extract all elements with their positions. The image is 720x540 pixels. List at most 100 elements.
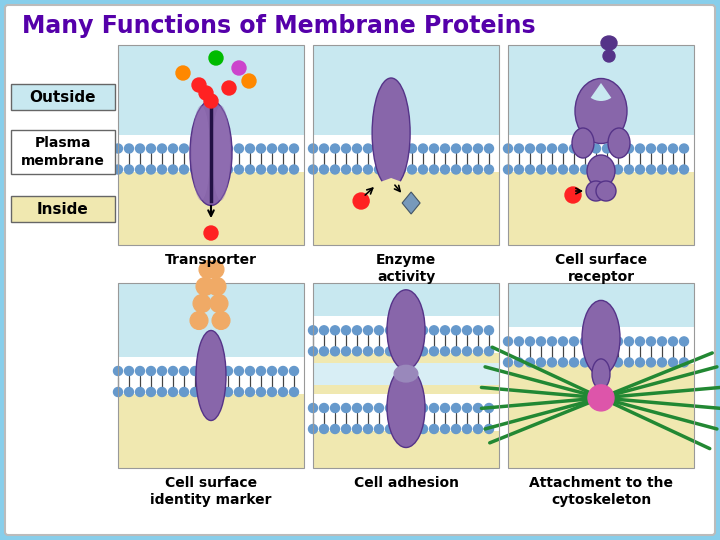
Bar	[118, 153, 304, 245]
Circle shape	[503, 144, 513, 153]
Bar	[508, 153, 694, 245]
Circle shape	[559, 144, 567, 153]
Circle shape	[647, 337, 655, 346]
Circle shape	[374, 144, 384, 153]
Circle shape	[680, 337, 688, 346]
Circle shape	[485, 424, 493, 434]
Bar	[313, 45, 499, 245]
Circle shape	[570, 165, 578, 174]
Circle shape	[212, 165, 222, 174]
Circle shape	[135, 165, 145, 174]
Circle shape	[146, 165, 156, 174]
Circle shape	[374, 326, 384, 335]
Bar	[313, 283, 499, 316]
Circle shape	[485, 403, 493, 413]
Circle shape	[374, 403, 384, 413]
Circle shape	[503, 165, 513, 174]
Circle shape	[430, 403, 438, 413]
Circle shape	[526, 337, 534, 346]
Circle shape	[256, 144, 266, 153]
Circle shape	[158, 165, 166, 174]
Circle shape	[279, 388, 287, 396]
Bar	[313, 283, 499, 468]
Circle shape	[592, 144, 600, 153]
Circle shape	[408, 165, 416, 174]
Circle shape	[526, 358, 534, 367]
Circle shape	[397, 424, 405, 434]
Circle shape	[536, 144, 546, 153]
Circle shape	[441, 424, 449, 434]
Text: Inside: Inside	[37, 201, 89, 217]
Circle shape	[279, 165, 287, 174]
Circle shape	[462, 165, 472, 174]
Circle shape	[515, 337, 523, 346]
Circle shape	[289, 388, 299, 396]
Circle shape	[408, 326, 416, 335]
Circle shape	[536, 337, 546, 346]
Circle shape	[114, 165, 122, 174]
Circle shape	[547, 165, 557, 174]
Circle shape	[146, 367, 156, 375]
Circle shape	[202, 367, 210, 375]
Circle shape	[408, 424, 416, 434]
Circle shape	[374, 165, 384, 174]
Circle shape	[536, 165, 546, 174]
Circle shape	[223, 165, 233, 174]
Circle shape	[385, 165, 395, 174]
Circle shape	[364, 165, 372, 174]
Circle shape	[408, 347, 416, 356]
Circle shape	[397, 326, 405, 335]
Circle shape	[268, 367, 276, 375]
Bar	[313, 45, 499, 153]
Ellipse shape	[587, 155, 615, 187]
Circle shape	[191, 144, 199, 153]
Circle shape	[668, 337, 678, 346]
Bar	[508, 283, 694, 346]
Circle shape	[179, 165, 189, 174]
Circle shape	[474, 326, 482, 335]
Circle shape	[636, 337, 644, 346]
Bar	[313, 134, 499, 172]
Circle shape	[289, 165, 299, 174]
Circle shape	[206, 260, 224, 279]
Circle shape	[125, 367, 133, 375]
Circle shape	[308, 165, 318, 174]
Circle shape	[474, 347, 482, 356]
Circle shape	[125, 165, 133, 174]
Circle shape	[441, 326, 449, 335]
Circle shape	[418, 403, 428, 413]
Circle shape	[320, 424, 328, 434]
Wedge shape	[590, 83, 611, 101]
Circle shape	[613, 337, 623, 346]
Circle shape	[191, 388, 199, 396]
Ellipse shape	[575, 78, 627, 144]
Bar	[118, 45, 304, 245]
Circle shape	[515, 165, 523, 174]
Text: Enzyme
activity: Enzyme activity	[376, 253, 436, 284]
Circle shape	[624, 337, 634, 346]
Circle shape	[430, 326, 438, 335]
Circle shape	[430, 165, 438, 174]
Circle shape	[526, 165, 534, 174]
Circle shape	[536, 358, 546, 367]
Bar	[508, 346, 694, 468]
Ellipse shape	[596, 181, 616, 201]
Circle shape	[441, 347, 449, 356]
Circle shape	[114, 367, 122, 375]
Circle shape	[408, 144, 416, 153]
Circle shape	[624, 165, 634, 174]
Circle shape	[212, 312, 230, 329]
Bar	[313, 362, 499, 384]
Circle shape	[279, 367, 287, 375]
Circle shape	[515, 144, 523, 153]
Circle shape	[451, 144, 461, 153]
Circle shape	[547, 337, 557, 346]
Bar	[508, 45, 694, 245]
Circle shape	[570, 144, 578, 153]
Ellipse shape	[572, 128, 594, 158]
Circle shape	[485, 144, 493, 153]
Circle shape	[430, 144, 438, 153]
Circle shape	[168, 144, 178, 153]
Circle shape	[485, 347, 493, 356]
Circle shape	[603, 144, 611, 153]
